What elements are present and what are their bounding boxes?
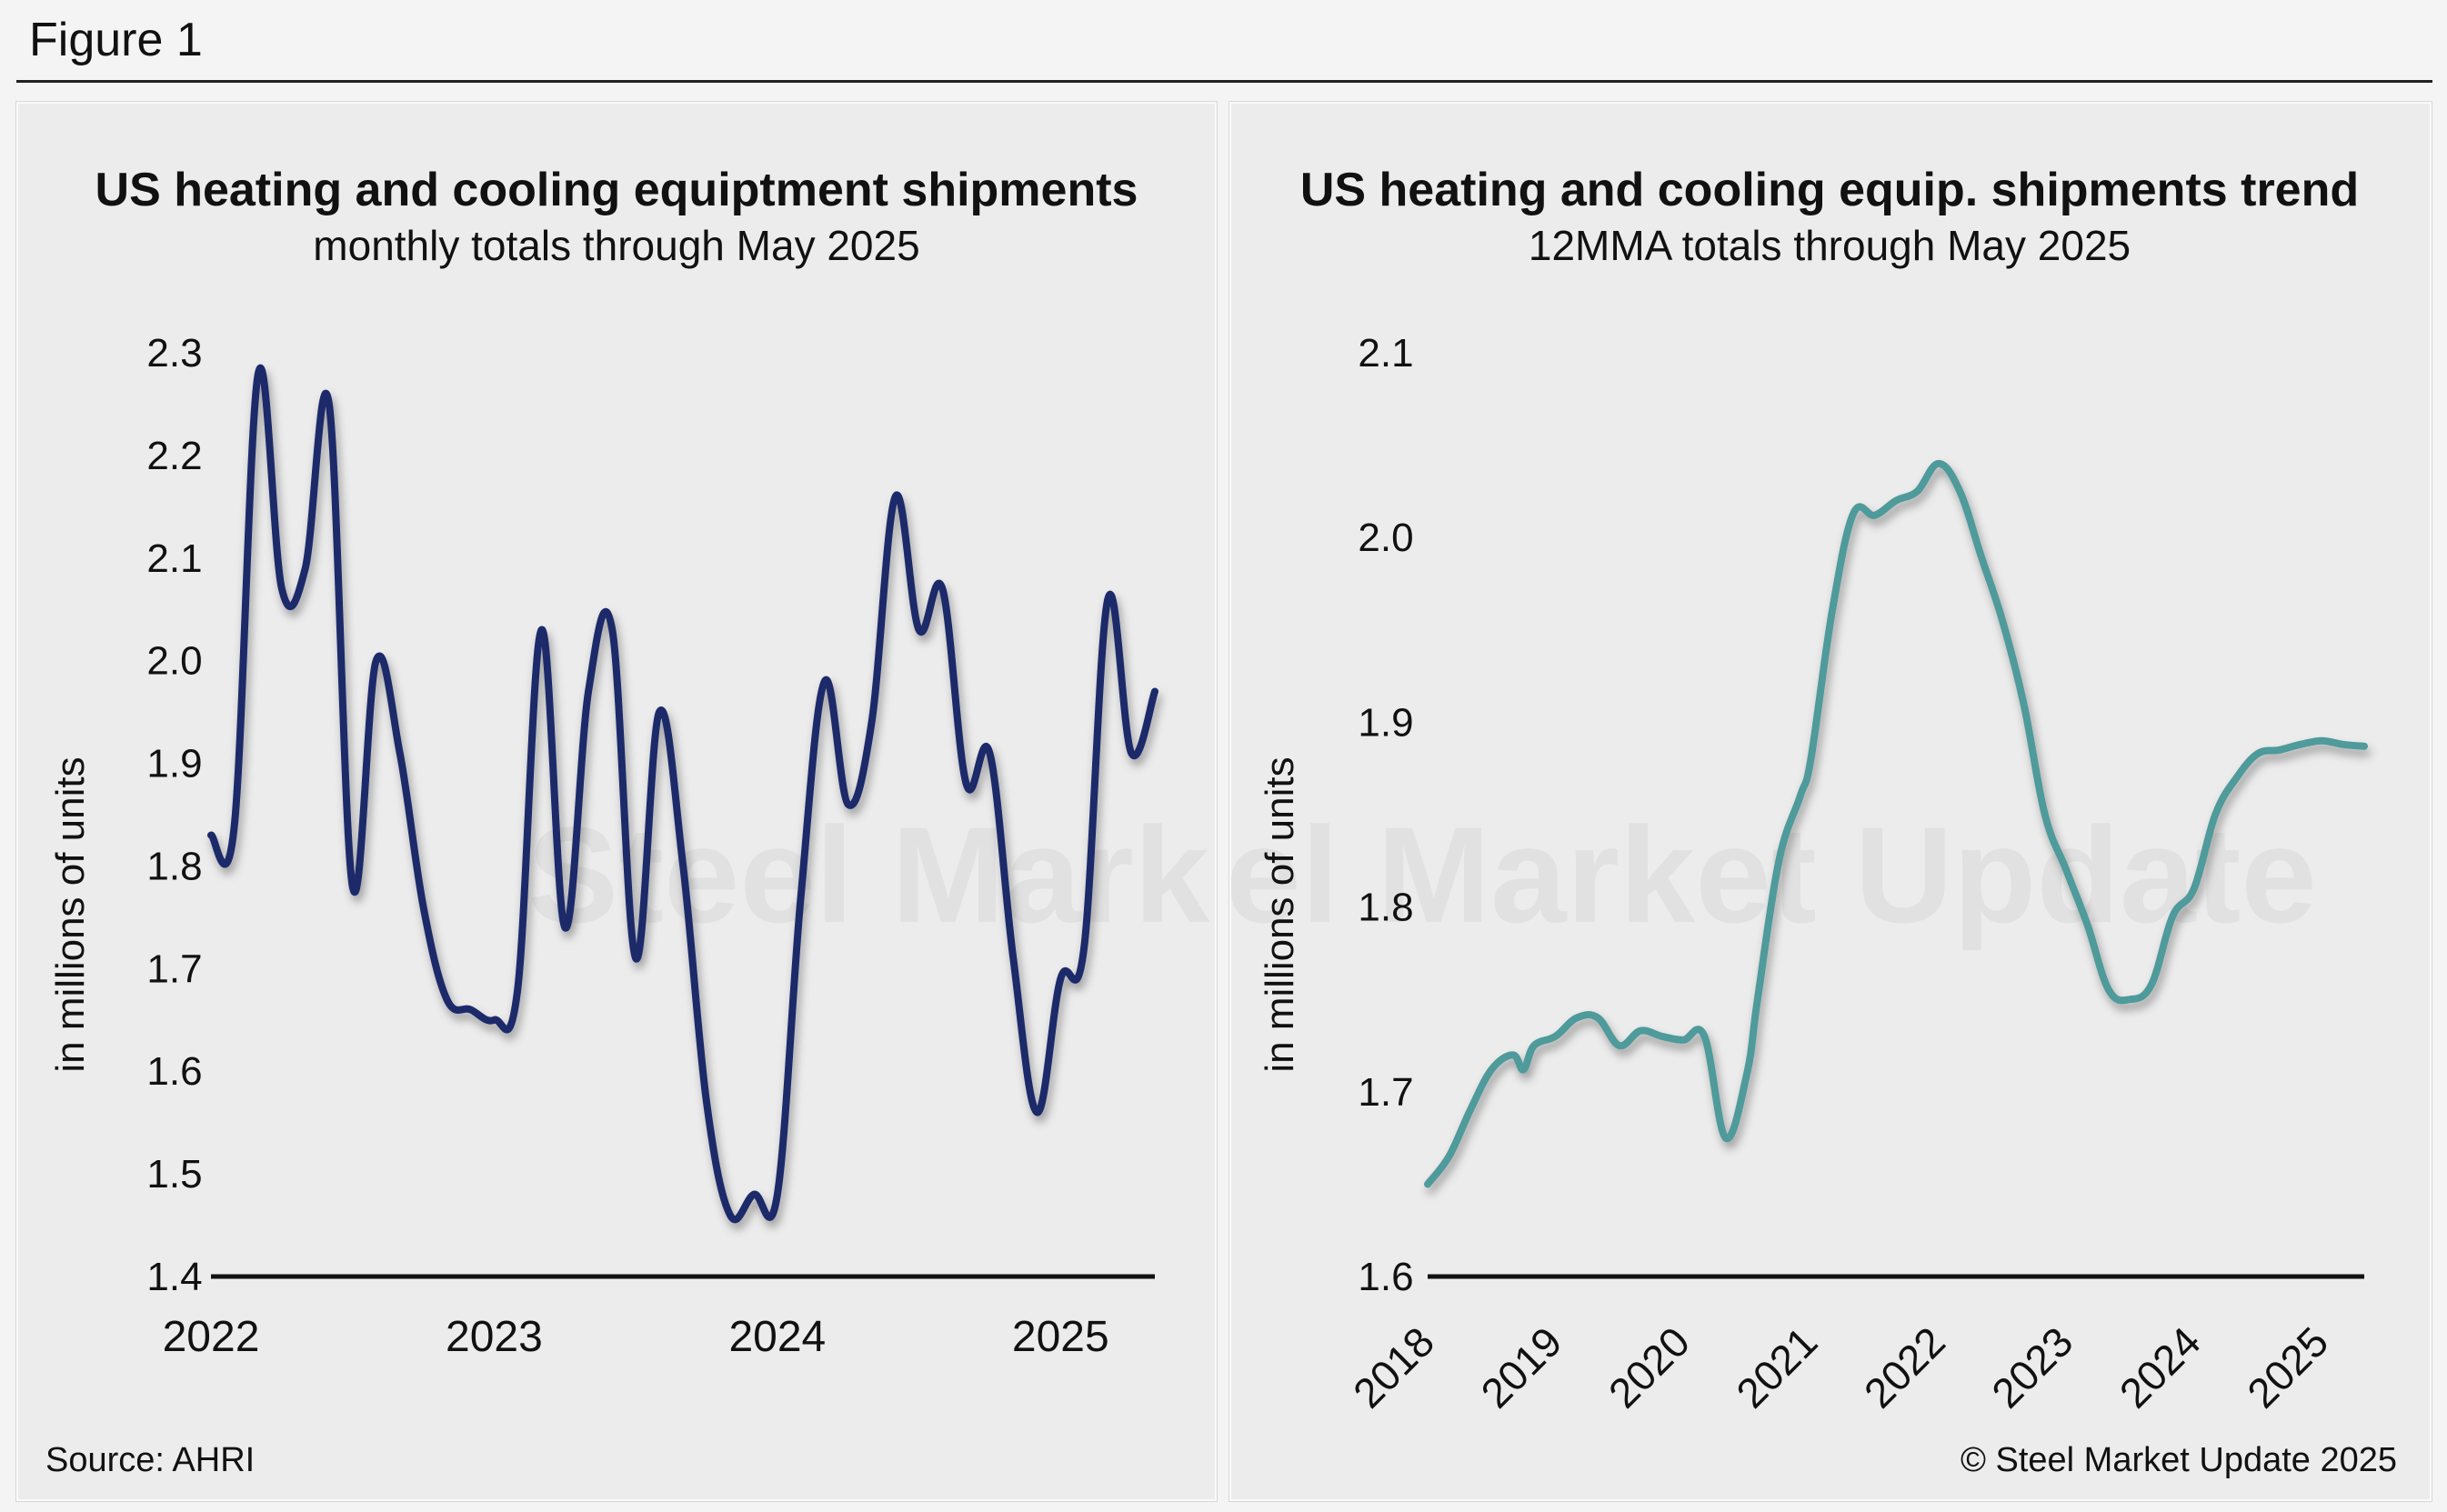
copyright-note: © Steel Market Update 2025 [1960, 1441, 2397, 1479]
y-tick-label: 2.1 [146, 536, 202, 581]
x-tick-label: 2025 [1012, 1313, 1109, 1361]
y-tick-label: 1.6 [1358, 1255, 1413, 1299]
x-tick-label: 2025 [2238, 1317, 2337, 1417]
y-tick-label: 2.2 [146, 434, 202, 478]
x-tick-label: 2022 [163, 1313, 260, 1361]
y-tick-label: 1.9 [1358, 700, 1413, 745]
x-tick-label: 2024 [2111, 1317, 2210, 1417]
y-tick-label: 1.5 [146, 1152, 202, 1197]
chart-subtitle: 12MMA totals through May 2025 [1529, 222, 2131, 269]
y-tick-label: 1.7 [146, 946, 202, 991]
y-axis-label: in millions of units [48, 756, 93, 1072]
x-tick-label: 2023 [446, 1313, 543, 1361]
y-tick-label: 2.3 [146, 331, 202, 375]
y-tick-label: 2.0 [1358, 516, 1413, 560]
x-tick-label: 2018 [1344, 1317, 1443, 1417]
figure-label: Figure 1 [29, 14, 203, 66]
y-tick-label: 1.8 [1358, 886, 1413, 930]
header-divider [16, 80, 2432, 83]
y-tick-label: 1.8 [146, 844, 202, 888]
y-axis-label: in millions of units [1258, 756, 1302, 1072]
x-tick-label: 2021 [1727, 1317, 1826, 1417]
x-tick-label: 2022 [1855, 1317, 1954, 1417]
x-tick-label: 2019 [1471, 1317, 1570, 1417]
series-line [207, 364, 1158, 1224]
x-tick-label: 2020 [1600, 1317, 1699, 1417]
y-tick-label: 1.7 [1358, 1070, 1413, 1115]
chart-subtitle: monthly totals through May 2025 [313, 222, 919, 269]
y-tick-label: 1.9 [146, 742, 202, 786]
x-tick-label: 2024 [728, 1313, 826, 1361]
chart-title: US heating and cooling equip. shipments … [1300, 164, 2359, 216]
series-line [1424, 459, 2368, 1188]
chart-title: US heating and cooling equiptment shipme… [95, 164, 1138, 216]
y-tick-label: 1.4 [146, 1255, 202, 1299]
x-tick-label: 2023 [1982, 1317, 2081, 1417]
source-note: Source: AHRI [45, 1441, 256, 1479]
y-tick-label: 1.6 [146, 1049, 202, 1094]
y-tick-label: 2.1 [1358, 331, 1413, 375]
y-tick-label: 2.0 [146, 639, 202, 684]
